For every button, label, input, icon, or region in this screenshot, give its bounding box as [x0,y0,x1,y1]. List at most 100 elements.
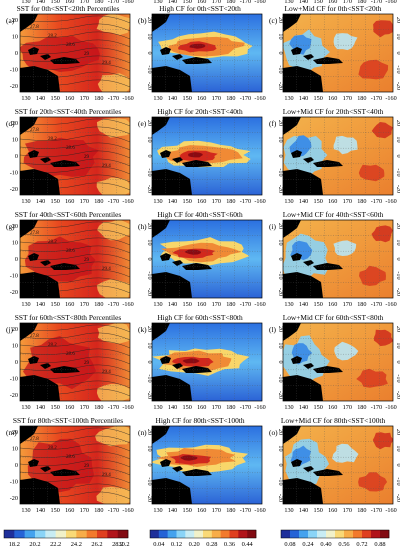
lon-tick-label: 150 [51,301,60,308]
lat-tick-label-right: -10 [395,374,400,382]
lat-tick-label: -10 [10,376,18,383]
lon-tick-label-top: 160 [65,0,74,5]
land-australia [283,478,323,504]
lon-tick-label: 180 [357,95,366,102]
lat-tick-label-right: 0 [395,360,400,363]
lon-tick-label: 150 [51,198,60,205]
cool-region [97,73,130,92]
cloud-core [188,152,203,158]
lon-tick-label: -170 [371,198,382,205]
panel-j: SST for 60th<SST<80th Percentiles(j) 27.8… [6,313,134,411]
map-frame [282,116,394,196]
lat-tick-label: -20 [10,495,18,502]
lon-tick-label: 130 [153,95,162,102]
panel-c: Low+Mid CF for 0th<SST<20th (c) 130 130 140 1… [269,0,400,102]
lon-tick-label: 170 [80,198,89,205]
lon-tick-label: 130 [284,95,293,102]
lat-tick-label: 20 [12,223,18,230]
contour-label: 28.2 [48,446,57,451]
lon-tick-label: 140 [168,95,177,102]
land-island [172,363,183,369]
contour-label: 27.8 [30,334,39,339]
lat-tick-label: 0 [146,154,153,157]
land-australia [20,66,60,92]
lat-tick-label: -10 [146,168,153,176]
panel-label: (c) [269,16,278,25]
lat-tick-label: -20 [10,186,18,193]
panel-title: High CF for 0th<SST<20th [159,4,241,13]
land-island [40,260,51,266]
land-island [303,157,314,163]
lon-tick-label: -160 [385,404,396,411]
land-island [28,459,39,467]
lon-tick-label: -170 [371,404,382,411]
lon-tick-label: -170 [371,301,382,308]
lat-tick-label: 20 [277,223,284,229]
lon-tick-label: -160 [385,95,396,102]
land-australia [283,66,323,92]
colorbar-swatch [203,530,213,538]
lat-tick-label: 0 [146,257,153,260]
lat-tick-label: 10 [146,33,153,39]
lat-tick-label-right: -10 [395,65,400,73]
sst-contour [20,443,130,452]
land-island [40,157,51,163]
land-island [160,356,171,364]
lon-tick-label: 170 [212,301,221,308]
land-island [291,47,302,55]
lat-tick-label-right: 10 [395,239,400,245]
map-frame [151,13,263,93]
contour-label: 27.8 [30,25,39,30]
lon-tick-label: -170 [108,198,119,205]
panel-title: SST for 0th<SST<20th Percentiles [17,4,120,13]
land-australia [152,66,192,92]
lon-tick-label-top: 150 [314,0,323,5]
map-area [152,220,262,298]
contour-label: 28.6 [66,146,75,151]
lat-tick-label: 0 [146,463,153,466]
colorbar-swatch [4,530,15,538]
lat-tick-label: -20 [10,392,18,399]
lat-tick-label-right: 0 [395,463,400,466]
lon-tick-label: -160 [122,507,133,514]
lat-tick-label: -10 [146,374,153,382]
lat-tick-label: -20 [10,83,18,90]
land-australia [20,478,60,504]
colorbar-tick: 20.2 [29,541,40,548]
contour-label: 29 [84,464,90,469]
lon-tick-label: -170 [240,404,251,411]
land-island [172,157,183,163]
sst-contour [20,253,130,262]
lon-tick-label: 150 [183,198,192,205]
panel-label: (g) [6,222,15,231]
land-new-guinea [313,469,343,476]
sst-contour [20,261,130,270]
lon-tick-label: 130 [153,198,162,205]
lon-tick-label-top: 130 [284,0,293,5]
lat-tick-label: -20 [146,288,153,296]
lon-tick-label: -160 [254,301,265,308]
lat-tick-label-right: 0 [395,257,400,260]
sst-contour [20,158,130,167]
panel-label: (l) [269,325,277,334]
lat-tick-label-right: 10 [395,445,400,451]
lat-tick-label: -10 [10,273,18,280]
lon-tick-label: 160 [328,95,337,102]
lon-tick-label: 170 [212,198,221,205]
lat-tick-label: -20 [277,82,284,90]
lon-tick-label: 150 [314,404,323,411]
lat-tick-label: 10 [12,240,18,247]
colorbar-swatch [76,530,87,538]
lat-tick-label: -10 [10,170,18,177]
contour-label: 29 [84,258,90,263]
sst-contour [20,229,130,238]
panel-label: (i) [269,222,277,231]
cool-region [96,279,130,298]
contour-label: 29.4 [102,61,111,66]
lon-tick-label: 150 [314,507,323,514]
lon-tick-label: 140 [168,198,177,205]
lat-tick-label: 20 [146,429,153,435]
land-asia [283,117,301,135]
sst-contour [20,245,130,254]
land-island [28,150,39,158]
